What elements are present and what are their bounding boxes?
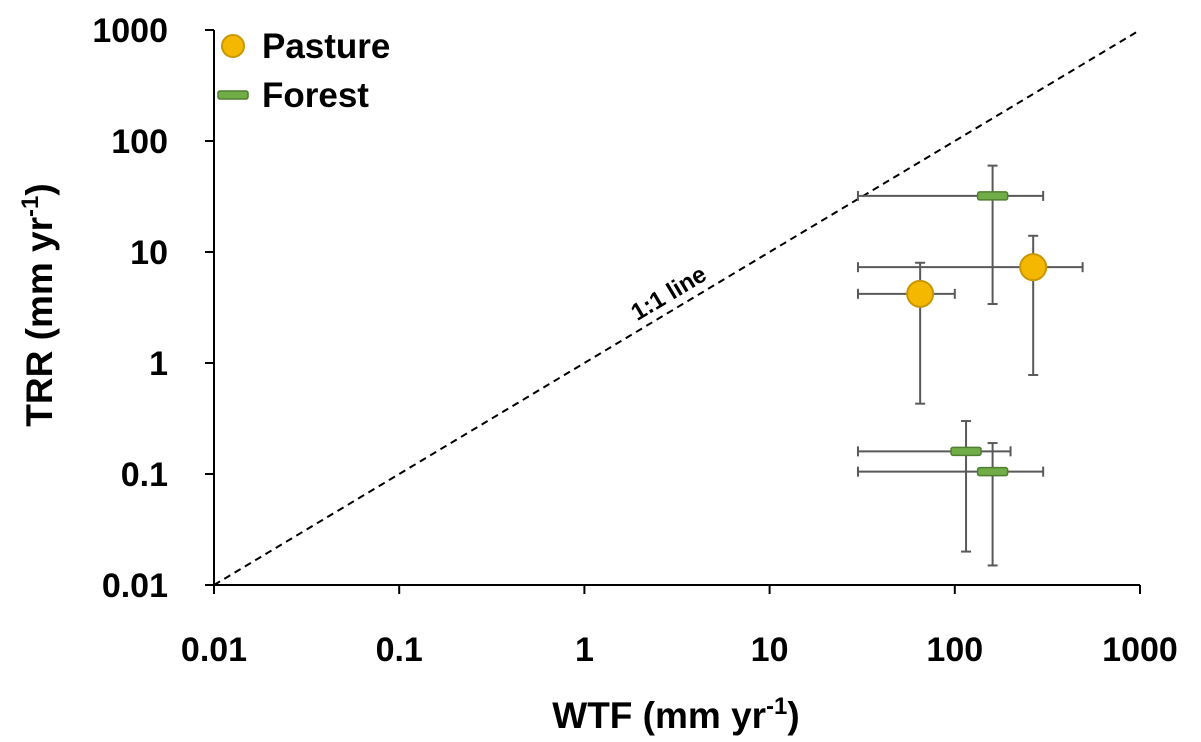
- x-axis-title: WTF (mm yr-1): [552, 693, 799, 736]
- legend-pasture-marker: [221, 34, 245, 58]
- forest-point: [950, 446, 982, 457]
- legend-forest-marker: [217, 90, 249, 100]
- y-tick-label: 1: [149, 345, 168, 383]
- y-tick-label: 0.01: [102, 567, 168, 605]
- pasture-point: [1019, 253, 1048, 282]
- y-tick-label: 10: [130, 234, 168, 272]
- legend: Pasture Forest: [217, 27, 390, 115]
- y-tick-label: 0.1: [121, 456, 168, 494]
- forest-point: [976, 191, 1009, 201]
- legend-pasture-label: Pasture: [262, 27, 390, 66]
- pasture-point: [906, 279, 935, 308]
- legend-forest-label: Forest: [262, 76, 369, 115]
- y-axis-title: TRR (mm yr-1): [17, 183, 60, 426]
- x-tick-label: 1000: [1102, 631, 1178, 669]
- data-markers: [906, 191, 1048, 477]
- tick-labels: 0.01 0.1 1 10 100 1000 0.01 0.1 1 10 100 1000: [92, 12, 1177, 669]
- x-tick-label: 100: [926, 631, 983, 669]
- error-bars: [856, 164, 1084, 567]
- y-tick-label: 100: [111, 123, 168, 161]
- x-tick-label: 0.01: [181, 631, 247, 669]
- y-tick-label: 1000: [92, 12, 168, 50]
- x-tick-label: 1: [575, 631, 594, 669]
- axes: [205, 29, 1141, 594]
- forest-point: [976, 466, 1009, 477]
- x-tick-label: 0.1: [376, 631, 423, 669]
- x-tick-label: 10: [751, 631, 789, 669]
